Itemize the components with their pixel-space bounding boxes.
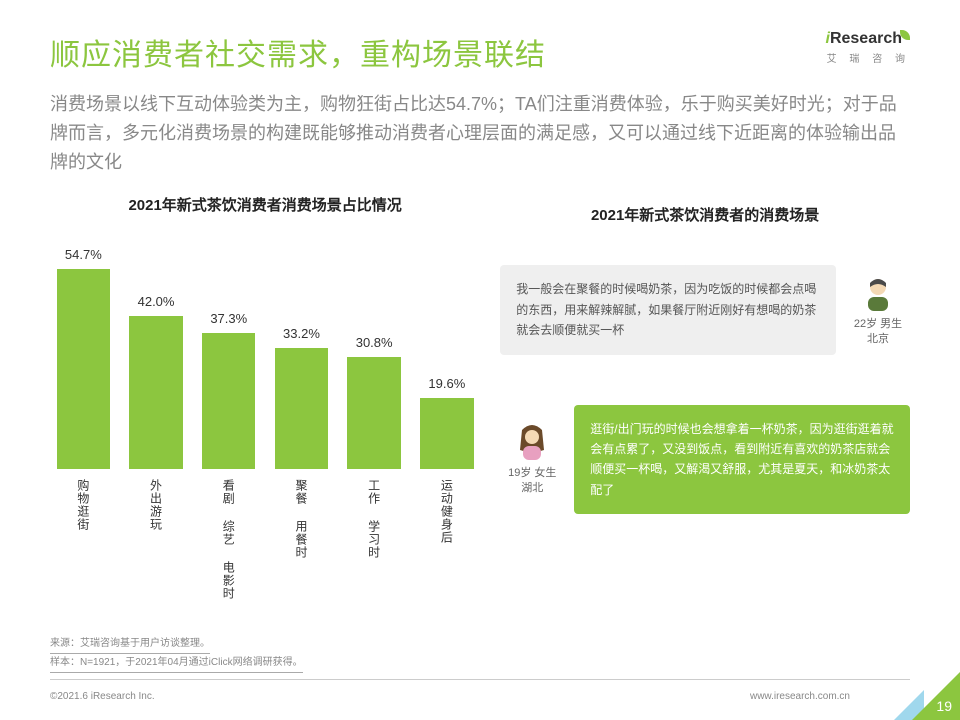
bar-rect: [129, 316, 182, 470]
bar-value-label: 42.0%: [138, 294, 175, 309]
footnote: 来源：艾瑞咨询基于用户访谈整理。 样本：N=1921，于2021年04月通过iC…: [50, 636, 303, 674]
footnote-line1: 来源：艾瑞咨询基于用户访谈整理。: [50, 636, 210, 654]
footer-divider: [50, 679, 910, 680]
copyright: ©2021.6 iResearch Inc.: [50, 691, 155, 702]
bar-chart: 54.7%42.0%37.3%33.2%30.8%19.6% 购物逛街外出游玩看…: [50, 229, 480, 569]
chart-bar: 37.3%: [195, 333, 262, 469]
bar-value-label: 30.8%: [356, 335, 393, 350]
page-number: 19: [936, 698, 952, 714]
bar-rect: [347, 357, 400, 470]
slide-root: 顺应消费者社交需求，重构场景联结 iResearch 艾 瑞 咨 询 消费场景以…: [0, 0, 960, 720]
chart-xlabel: 工作 学习时: [341, 479, 408, 600]
chart-panel: 2021年新式茶饮消费者消费场景占比情况 54.7%42.0%37.3%33.2…: [50, 194, 480, 569]
persona: 19岁 女生湖北: [500, 422, 564, 497]
chart-xlabel: 聚餐 用餐时: [268, 479, 335, 600]
bar-rect: [420, 398, 473, 470]
chart-bar: 19.6%: [414, 398, 481, 470]
quote-bubble: 逛街/出门玩的时候也会想拿着一杯奶茶，因为逛街逛着就会有点累了，又没到饭点，看到…: [574, 405, 910, 515]
avatar-male-icon: [858, 273, 898, 313]
quotes-list: 我一般会在聚餐的时候喝奶茶，因为吃饭的时候都会点喝的东西，用来解辣解腻，如果餐厅…: [500, 265, 910, 514]
quote-bubble: 我一般会在聚餐的时候喝奶茶，因为吃饭的时候都会点喝的东西，用来解辣解腻，如果餐厅…: [500, 265, 836, 354]
chart-bar: 54.7%: [50, 269, 117, 469]
bar-value-label: 19.6%: [428, 376, 465, 391]
chart-xlabel: 购物逛街: [50, 479, 117, 600]
chart-xlabel: 运动健身后: [414, 479, 481, 600]
brand-logo-sub: 艾 瑞 咨 询: [826, 50, 911, 65]
bar-value-label: 37.3%: [210, 311, 247, 326]
bar-rect: [275, 348, 328, 469]
footer-url: www.iresearch.com.cn: [750, 691, 850, 702]
quotes-panel: 2021年新式茶饮消费者的消费场景 我一般会在聚餐的时候喝奶茶，因为吃饭的时候都…: [500, 194, 910, 569]
bar-rect: [57, 269, 110, 469]
persona-label: 19岁 女生湖北: [508, 466, 556, 497]
brand-logo-main: iResearch: [826, 30, 911, 48]
page-subtitle: 消费场景以线下互动体验类为主，购物狂街占比达54.7%；TA们注重消费体验，乐于…: [50, 90, 910, 176]
bar-value-label: 54.7%: [65, 247, 102, 262]
quotes-title: 2021年新式茶饮消费者的消费场景: [500, 204, 910, 225]
bar-rect: [202, 333, 255, 469]
chart-bars: 54.7%42.0%37.3%33.2%30.8%19.6%: [50, 269, 480, 469]
quote-block: 逛街/出门玩的时候也会想拿着一杯奶茶，因为逛街逛着就会有点累了，又没到饭点，看到…: [500, 405, 910, 515]
brand-logo: iResearch 艾 瑞 咨 询: [826, 30, 911, 65]
content-row: 2021年新式茶饮消费者消费场景占比情况 54.7%42.0%37.3%33.2…: [50, 194, 910, 569]
page-title: 顺应消费者社交需求，重构场景联结: [50, 30, 546, 74]
quote-block: 我一般会在聚餐的时候喝奶茶，因为吃饭的时候都会点喝的东西，用来解辣解腻，如果餐厅…: [500, 265, 910, 354]
chart-bar: 42.0%: [123, 316, 190, 470]
footnote-line2: 样本：N=1921，于2021年04月通过iClick网络调研获得。: [50, 655, 303, 673]
chart-title: 2021年新式茶饮消费者消费场景占比情况: [50, 194, 480, 215]
chart-xlabel: 看剧 综艺 电影时: [195, 479, 262, 600]
header: 顺应消费者社交需求，重构场景联结 iResearch 艾 瑞 咨 询: [50, 30, 910, 74]
avatar-female-icon: [512, 422, 552, 462]
chart-bar: 33.2%: [268, 348, 335, 469]
bar-value-label: 33.2%: [283, 326, 320, 341]
persona-label: 22岁 男生北京: [854, 317, 902, 348]
persona: 22岁 男生北京: [846, 273, 910, 348]
chart-bar: 30.8%: [341, 357, 408, 470]
chart-xlabel: 外出游玩: [123, 479, 190, 600]
chart-xlabels: 购物逛街外出游玩看剧 综艺 电影时聚餐 用餐时工作 学习时运动健身后: [50, 479, 480, 600]
